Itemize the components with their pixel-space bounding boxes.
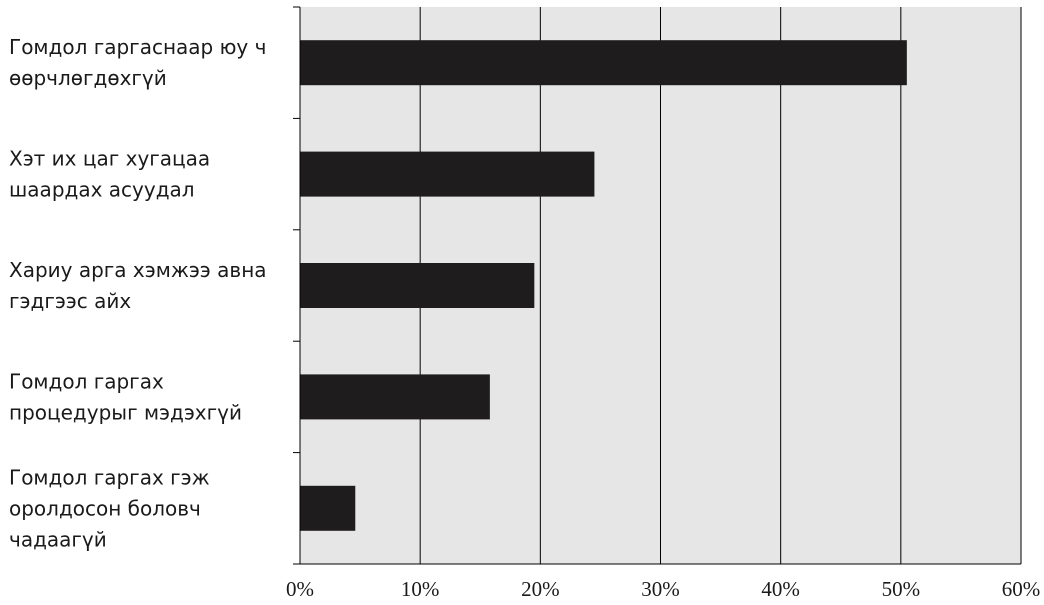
x-tick-label: 20% — [521, 577, 560, 601]
category-label: Гомдол гаргах гэж оролдосон боловч чадаагү… — [9, 465, 210, 551]
category-labels: Гомдол гаргаснаар юу ч өөрчлөгдөхгүй Хэт и… — [9, 35, 267, 551]
category-label-line: Хариу арга хэмжээ авна — [9, 258, 267, 282]
category-label-line: шаардах асуудал — [9, 178, 195, 202]
bar — [300, 151, 595, 197]
x-tick-label: 10% — [401, 577, 440, 601]
category-label-line: Хэт их цаг хугацаа — [9, 147, 210, 171]
category-label-line: чадаагүй — [9, 527, 107, 551]
bars — [300, 40, 907, 531]
category-label-line: Гомдол гаргах — [9, 369, 164, 393]
category-label-line: өөрчлөгдөхгүй — [9, 66, 167, 90]
y-ticks — [293, 6, 300, 565]
x-tick-labels: 0% 10% 20% 30% 40% 50% 60% — [286, 577, 1040, 601]
axes — [299, 7, 1022, 565]
bar — [300, 263, 535, 308]
bar — [300, 40, 907, 86]
category-label: Хэт их цаг хугацаа шаардах асуудал — [9, 147, 210, 202]
category-label-line: гэдгээс айх — [9, 289, 131, 313]
x-tick-label: 0% — [286, 577, 314, 601]
x-tick-label: 30% — [641, 577, 680, 601]
category-label-line: Гомдол гаргаснаар юу ч — [9, 35, 266, 59]
x-tick-label: 60% — [1002, 577, 1041, 601]
category-label: Гомдол гаргаснаар юу ч өөрчлөгдөхгүй — [9, 35, 266, 90]
category-label: Гомдол гаргах процедурыг мэдэхгүй — [9, 369, 242, 424]
category-label: Хариу арга хэмжээ авна гэдгээс айх — [9, 258, 267, 313]
bar — [300, 374, 490, 420]
x-tick-label: 40% — [761, 577, 800, 601]
x-tick-label: 50% — [882, 577, 921, 601]
bar — [300, 485, 356, 531]
category-label-line: Гомдол гаргах гэж — [9, 465, 210, 489]
category-label-line: оролдосон боловч — [9, 496, 201, 520]
category-label-line: процедурыг мэдэхгүй — [9, 400, 242, 424]
